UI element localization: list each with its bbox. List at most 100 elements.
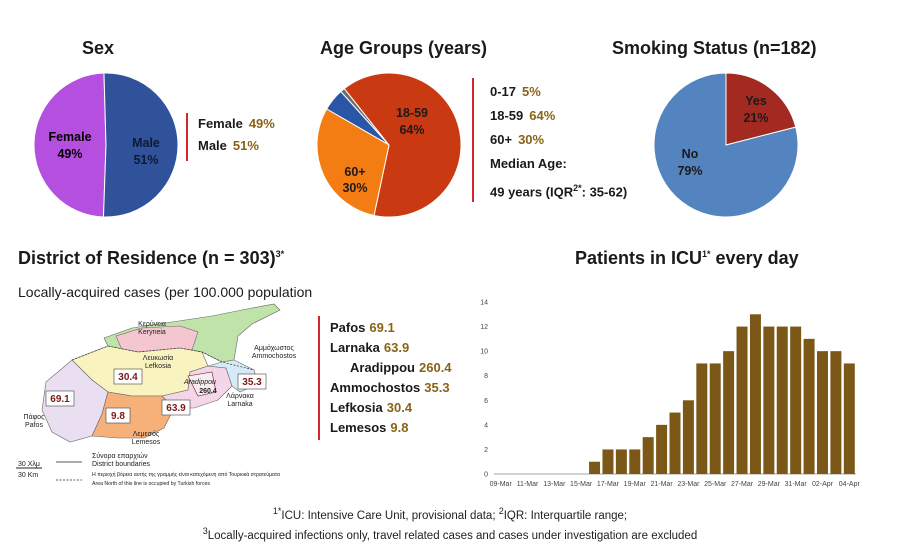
- smoking-title: Smoking Status (n=182): [612, 38, 817, 58]
- map-label-keryneia-en: Keryneia: [138, 329, 166, 336]
- age-pie-slices: [316, 72, 462, 218]
- map-label-pafos-en: Pafos: [25, 422, 43, 429]
- age-slice-label-60plus: 60+: [344, 165, 365, 179]
- map-box-lefkosia: [113, 368, 143, 385]
- map-green-line: [71, 345, 255, 371]
- map-label-lemesos-en: Lemesos: [132, 439, 161, 446]
- icu-bar-27-Mar: [736, 326, 748, 474]
- smoking-slice-label-no: No: [682, 147, 699, 161]
- age-slice-3: [316, 108, 390, 217]
- sex-slice-label-female: Female: [48, 130, 91, 144]
- map-legend-boundary-gr: Σύνορα επαρχιών: [92, 452, 148, 460]
- district-item-larnaka: Larnaka 63.9: [330, 340, 410, 355]
- icu-xtick-19-Mar: 19-Mar: [624, 481, 647, 488]
- map-box-larnaka-value: 63.9: [166, 403, 186, 414]
- icu-xtick-29-Mar: 29-Mar: [758, 481, 781, 488]
- icu-bar-01-Apr: [803, 338, 815, 474]
- icu-xtick-11-Mar: 11-Mar: [517, 481, 539, 488]
- map-region-aradippou: [187, 371, 217, 397]
- map-legend-boundary-en: District boundaries: [92, 461, 150, 468]
- map-box-larnaka: [161, 399, 191, 416]
- icu-ytick-8: 8: [484, 373, 488, 380]
- smoking-slice-pct-yes: 21%: [743, 111, 768, 125]
- map-region-lemesos: [91, 391, 175, 439]
- icu-bar-26-Mar: [723, 351, 735, 474]
- map-box-pafos-value: 69.1: [50, 394, 70, 405]
- map-box-lemesos: [105, 407, 131, 424]
- icu-bars: [589, 314, 855, 474]
- sex-legend-male: Male 51%: [198, 138, 259, 153]
- icu-xtick-27-Mar: 27-Mar: [731, 481, 754, 488]
- smoking-slice-pct-no: 79%: [677, 164, 702, 178]
- age-legend-18-59: 18-59 64%: [490, 108, 556, 123]
- sex-legend-female: Female 49%: [198, 116, 275, 131]
- footnotes: 1*ICU: Intensive Care Unit, provisional …: [0, 504, 900, 544]
- smoking-pie: Yes 21% No 79%: [653, 72, 799, 218]
- district-item-pafos: Pafos 69.1: [330, 320, 395, 335]
- icu-xtick-09-Mar: 09-Mar: [490, 481, 513, 488]
- age-slice-pct-60plus: 30%: [342, 181, 367, 195]
- map-box-ammochostos: [237, 373, 267, 390]
- age-legend-0-17: 0-17 5%: [490, 84, 541, 99]
- map-label-aradippou: Aradippou: [183, 379, 216, 386]
- icu-bar-31-Mar: [790, 326, 802, 474]
- map-box-lefkosia-value: 30.4: [118, 372, 138, 383]
- icu-ytick-6: 6: [484, 398, 488, 405]
- icu-bar-04-Apr: [843, 363, 855, 474]
- icu-bar-30-Mar: [776, 326, 788, 474]
- map-legend-north-en: Area North of this line is occupied by T…: [92, 481, 210, 487]
- smoking-slice-0: [725, 72, 797, 146]
- icu-bar-02-Apr: [816, 351, 828, 474]
- footnote-line1: 1*ICU: Intensive Care Unit, provisional …: [272, 506, 628, 522]
- icu-xtick-21-Mar: 21-Mar: [650, 481, 673, 488]
- age-legend-60plus: 60+ 30%: [490, 132, 545, 147]
- map-label-lefkosia-gr: Λευκωσία: [143, 354, 173, 362]
- sex-pie-slices: [33, 72, 179, 218]
- median-age-label: Median Age:: [490, 156, 567, 171]
- district-legend: Pafos 69.1 Larnaka 63.9 Aradippou 260.4 Amm…: [330, 318, 452, 438]
- icu-ytick-4: 4: [484, 422, 488, 429]
- district-title: District of Residence (n = 303)3*: [18, 248, 285, 268]
- map-box-pafos: [45, 390, 75, 407]
- district-item-aradippou: Aradippou 260.4: [350, 360, 452, 375]
- map-legend-north-gr: Η περιοχή βόρεια αυτής της γραμμής είναι…: [92, 471, 280, 478]
- map-label-ammochostos-en: Ammochostos: [252, 353, 297, 360]
- icu-x-axis: 09-Mar 11-Mar 13-Mar 15-Mar 17-Mar 19-Mar 21-M…: [490, 481, 861, 488]
- icu-bar-03-Apr: [830, 351, 842, 474]
- icu-bar-24-Mar: [696, 363, 708, 474]
- icu-xtick-31-Mar: 31-Mar: [785, 481, 808, 488]
- icu-bar-29-Mar: [763, 326, 775, 474]
- icu-bar-chart: 0 2 4 6 8 10 12 14 09-Mar 11-Mar 13-Mar 15-Mar 17-M…: [480, 300, 861, 489]
- district-item-lefkosia: Lefkosia 30.4: [330, 400, 413, 415]
- icu-bar-19-Mar: [629, 449, 641, 474]
- sex-pie: Female 49% Male 51%: [33, 72, 179, 218]
- age-slice-2: [343, 72, 462, 218]
- map-scale-gr: 30 Χλμ: [18, 461, 40, 468]
- sex-slice-0: [33, 72, 107, 218]
- icu-bar-17-Mar: [602, 449, 614, 474]
- icu-title: Patients in ICU1* every day: [575, 248, 799, 268]
- icu-ytick-2: 2: [484, 447, 488, 454]
- icu-bar-22-Mar: [669, 412, 681, 474]
- icu-xtick-15-Mar: 15-Mar: [570, 481, 593, 488]
- icu-ytick-14: 14: [480, 300, 488, 307]
- map-label-ammochostos-gr: Αμμόχωστος: [254, 344, 294, 352]
- median-age-value: 49 years (IQR2*: 35-62): [490, 183, 628, 200]
- smoking-slice-label-yes: Yes: [745, 94, 767, 108]
- icu-xtick-17-Mar: 17-Mar: [597, 481, 620, 488]
- icu-ytick-0: 0: [484, 472, 488, 479]
- sex-title: Sex: [82, 38, 115, 58]
- icu-xtick-25-Mar: 25-Mar: [704, 481, 727, 488]
- age-title: Age Groups (years): [320, 38, 488, 58]
- age-slice-pct-18-59: 64%: [399, 123, 424, 137]
- icu-xtick-23-Mar: 23-Mar: [677, 481, 700, 488]
- icu-bar-21-Mar: [656, 424, 668, 474]
- map-box-lemesos-value: 9.8: [111, 411, 125, 422]
- sex-slice-label-male: Male: [132, 136, 160, 150]
- sex-slice-pct-female: 49%: [57, 147, 82, 161]
- age-pie: 18-59 64% 60+ 30%: [316, 72, 462, 218]
- icu-bar-23-Mar: [682, 400, 694, 474]
- age-slice-label-18-59: 18-59: [396, 106, 428, 120]
- map-scale-en: 30 Km: [18, 472, 38, 479]
- icu-bar-25-Mar: [709, 363, 721, 474]
